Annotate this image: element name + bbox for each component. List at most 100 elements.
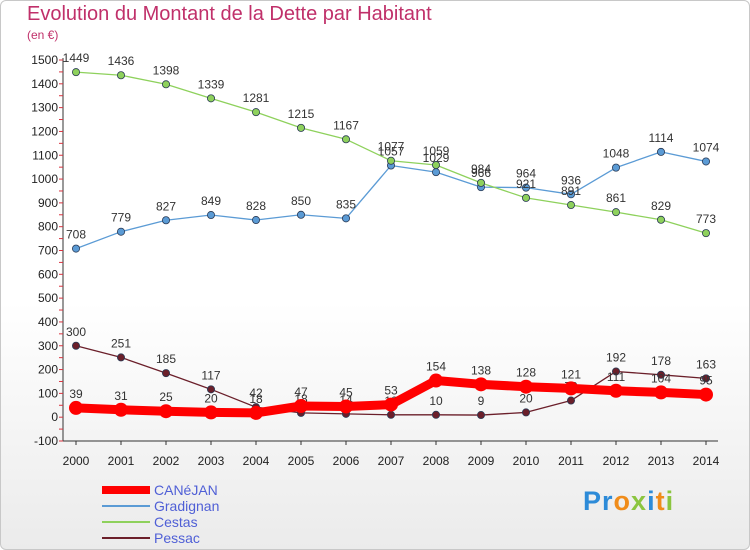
data-label: 192: [606, 350, 626, 364]
data-label: 18: [249, 392, 263, 406]
data-label: 163: [696, 357, 716, 371]
data-point: [161, 369, 170, 378]
data-point: [386, 156, 395, 165]
data-label: 828: [246, 199, 266, 213]
data-label: 891: [561, 184, 581, 198]
data-label: 117: [201, 368, 220, 382]
data-label: 111: [607, 370, 626, 384]
x-tick-label: 2011: [558, 454, 584, 468]
data-point: [564, 381, 578, 396]
data-point: [114, 402, 128, 417]
data-point: [476, 178, 485, 187]
data-point: [612, 367, 621, 376]
data-label: 966: [471, 166, 491, 180]
data-point: [386, 410, 395, 419]
data-label: 25: [159, 390, 173, 404]
data-point: [522, 193, 531, 202]
data-label: 1281: [243, 91, 270, 105]
data-label: 835: [336, 197, 356, 211]
data-point: [567, 201, 576, 210]
data-point: [341, 214, 350, 223]
data-label: 47: [294, 385, 308, 399]
y-tick-label: 1300: [31, 101, 58, 115]
data-label: 1057: [378, 144, 405, 158]
data-point: [206, 385, 215, 394]
y-tick-label: 500: [38, 291, 58, 305]
data-point: [296, 123, 305, 132]
data-point: [341, 135, 350, 144]
data-point: [161, 216, 170, 225]
data-label: 779: [111, 211, 131, 225]
chart-subtitle: (en €): [27, 28, 59, 42]
y-tick-label: 0: [51, 410, 58, 424]
data-label: 829: [651, 199, 671, 213]
x-tick-label: 2009: [468, 454, 495, 468]
data-label: 251: [111, 336, 131, 350]
data-point: [567, 190, 576, 199]
logo-letters-pr: Pr: [583, 486, 614, 516]
data-label: 1077: [378, 140, 405, 154]
x-tick-label: 2012: [603, 454, 630, 468]
logo-letter-o: o: [613, 486, 632, 516]
data-point: [294, 398, 308, 413]
y-tick-label: 700: [38, 244, 58, 258]
data-label: 1436: [108, 54, 135, 68]
series-can-jan: 39 31 25 20 18 47 45 53 154 138 128 121 111 104 95: [69, 360, 713, 420]
legend-swatch: [102, 486, 150, 494]
y-tick-label: 1000: [31, 172, 58, 186]
data-point: [339, 399, 353, 414]
legend-label: CANéJAN: [154, 482, 218, 498]
legend-swatch: [102, 537, 150, 539]
data-point: [72, 68, 81, 77]
data-label: 1167: [333, 118, 359, 132]
logo-letter-x: x: [631, 486, 648, 516]
legend-label: Gradignan: [154, 498, 220, 514]
y-tick-label: 900: [38, 196, 58, 210]
data-label: 178: [651, 354, 671, 368]
data-label: 1215: [288, 107, 315, 121]
x-tick-label: 2004: [243, 454, 270, 468]
data-point: [522, 183, 531, 192]
data-point: [206, 211, 215, 220]
logo-letter-i: i: [647, 486, 656, 516]
data-point: [69, 400, 83, 415]
y-tick-label: 200: [38, 363, 58, 377]
x-tick-label: 2005: [288, 454, 315, 468]
data-point: [72, 341, 81, 350]
data-label: 1059: [423, 144, 450, 158]
data-point: [612, 208, 621, 217]
x-tick-label: 2001: [108, 454, 135, 468]
data-point: [567, 396, 576, 405]
data-label: 20: [204, 391, 218, 405]
x-tick-label: 2010: [513, 454, 540, 468]
proxiti-logo: Proxiti: [583, 486, 674, 517]
y-tick-label: 100: [38, 386, 58, 400]
data-point: [206, 94, 215, 103]
data-label: 104: [651, 371, 671, 385]
legend-label: Cestas: [154, 514, 198, 530]
x-tick-label: 2000: [63, 454, 90, 468]
data-point: [657, 215, 666, 224]
data-label: 964: [516, 167, 536, 181]
data-label: 10: [429, 394, 443, 408]
x-tick-label: 2014: [693, 454, 720, 468]
data-point: [117, 71, 126, 80]
data-label: 1074: [693, 140, 720, 154]
x-tick-label: 2007: [378, 454, 405, 468]
plot-area: 3002511851174218141010920701921781637087…: [63, 51, 720, 420]
legend-label: Pessac: [154, 530, 200, 546]
data-label: 128: [516, 366, 536, 380]
legend-swatch: [102, 521, 150, 523]
x-tick-label: 2008: [423, 454, 450, 468]
x-tick-label: 2003: [198, 454, 225, 468]
data-point: [431, 168, 440, 177]
series-gradignan: 708 779 827 849 828 850 835 1057 1029 966 964 936 10…: [66, 131, 720, 253]
data-label: 850: [291, 194, 311, 208]
data-point: [431, 161, 440, 170]
data-label: 45: [339, 385, 353, 399]
data-point: [474, 377, 488, 392]
data-label: 708: [66, 228, 86, 242]
